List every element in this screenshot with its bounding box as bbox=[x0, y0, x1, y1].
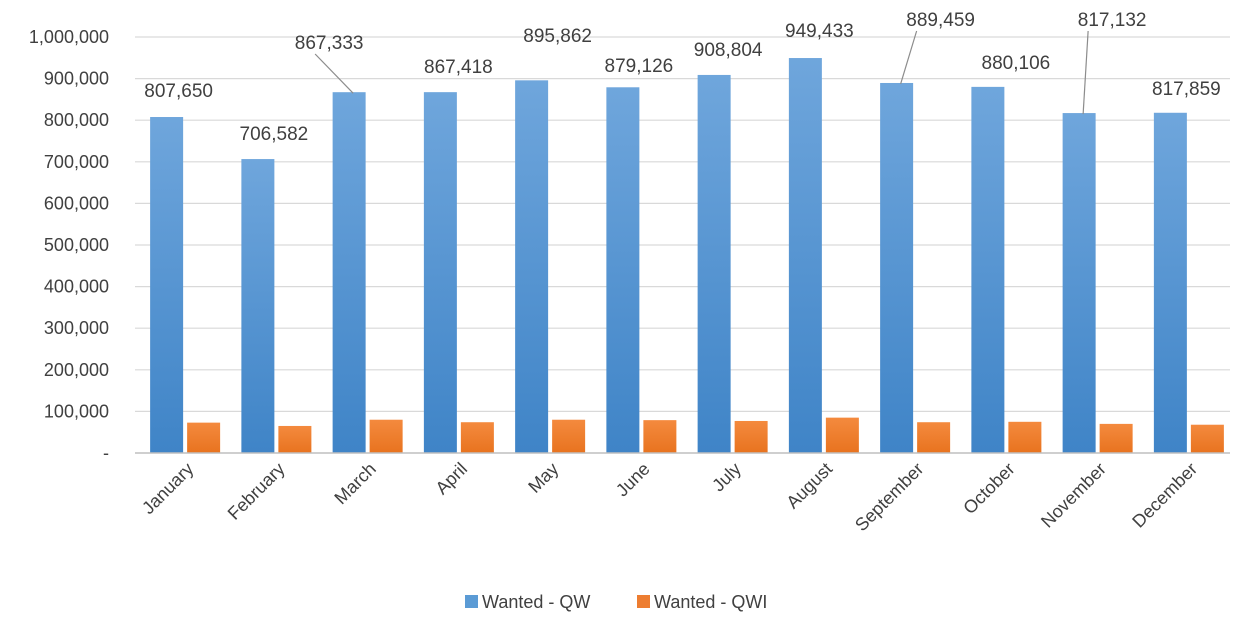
bar-wanted-qw-august bbox=[788, 58, 822, 453]
y-tick-label: - bbox=[103, 443, 109, 463]
leader-line bbox=[314, 53, 354, 94]
data-label-december: 817,859 bbox=[1152, 79, 1221, 100]
bar-wanted-qwi-april bbox=[460, 422, 494, 453]
y-tick-label: 900,000 bbox=[44, 69, 109, 89]
bar-wanted-qw-june bbox=[606, 87, 640, 454]
leader-line bbox=[900, 30, 918, 85]
bar-wanted-qwi-january bbox=[187, 422, 221, 453]
x-tick-label-march: March bbox=[330, 459, 380, 509]
bar-wanted-qwi-july bbox=[734, 420, 768, 453]
bar-wanted-qw-march bbox=[332, 92, 366, 454]
x-tick-label-december: December bbox=[1128, 459, 1201, 532]
legend-label-wanted-qwi: Wanted - QWI bbox=[654, 592, 767, 612]
data-label-august: 949,433 bbox=[785, 21, 854, 42]
y-tick-label: 700,000 bbox=[44, 152, 109, 172]
bar-wanted-qwi-november bbox=[1099, 423, 1133, 453]
leader-line bbox=[1082, 30, 1089, 115]
y-axis-tick-labels: - 100,000 200,000 300,000 400,000 500,000 600,… bbox=[29, 27, 109, 463]
x-tick-label-september: September bbox=[851, 459, 927, 535]
bar-wanted-qw-july bbox=[697, 74, 731, 454]
x-tick-label-august: August bbox=[782, 459, 836, 513]
data-label-november: 817,132 bbox=[1078, 10, 1147, 31]
bar-wanted-qw-september bbox=[880, 82, 914, 454]
legend-label-wanted-qw: Wanted - QW bbox=[482, 592, 590, 612]
y-tick-label: 500,000 bbox=[44, 235, 109, 255]
bar-wanted-qw-february bbox=[241, 159, 275, 453]
data-label-october: 880,106 bbox=[982, 53, 1051, 74]
bar-wanted-qwi-december bbox=[1190, 424, 1224, 453]
x-tick-label-may: May bbox=[524, 459, 562, 497]
gridlines bbox=[135, 36, 1230, 412]
bar-wanted-qwi-may bbox=[552, 419, 586, 453]
bar-wanted-qwi-october bbox=[1008, 421, 1042, 453]
bar-wanted-qw-may bbox=[515, 80, 549, 453]
x-tick-label-june: June bbox=[612, 459, 654, 501]
bar-wanted-qw-january bbox=[150, 117, 184, 453]
bar-wanted-qwi-september bbox=[917, 422, 951, 453]
bar-wanted-qw-november bbox=[1062, 113, 1096, 453]
bar-wanted-qw-december bbox=[1153, 112, 1187, 453]
bar-wanted-qwi-august bbox=[825, 417, 859, 453]
data-label-may: 895,862 bbox=[523, 26, 592, 47]
data-label-march: 867,333 bbox=[295, 33, 364, 54]
y-tick-label: 1,000,000 bbox=[29, 27, 109, 47]
bar-wanted-qw-april bbox=[423, 92, 457, 453]
x-tick-label-july: July bbox=[708, 459, 745, 496]
x-tick-label-february: February bbox=[224, 459, 289, 524]
x-tick-label-april: April bbox=[432, 459, 472, 499]
legend-swatch-wanted-qw bbox=[465, 595, 478, 608]
bar-wanted-qwi-february bbox=[278, 425, 312, 453]
data-label-april: 867,418 bbox=[424, 57, 493, 78]
y-tick-label: 200,000 bbox=[44, 360, 109, 380]
y-tick-label: 800,000 bbox=[44, 110, 109, 130]
data-label-september: 889,459 bbox=[906, 10, 975, 31]
data-label-july: 908,804 bbox=[694, 40, 763, 61]
data-labels: 807,650 706,582 867,333 867,418 895,862 879,1… bbox=[144, 10, 1220, 145]
x-axis-tick-labels: January February March April May June July Augu… bbox=[138, 459, 1201, 535]
y-tick-label: 300,000 bbox=[44, 318, 109, 338]
legend: Wanted - QW Wanted - QWI bbox=[465, 592, 767, 612]
y-tick-label: 400,000 bbox=[44, 277, 109, 297]
legend-swatch-wanted-qwi bbox=[637, 595, 650, 608]
bars bbox=[150, 58, 1224, 454]
x-tick-label-november: November bbox=[1037, 459, 1110, 532]
bar-wanted-qw-october bbox=[971, 86, 1005, 453]
data-label-february: 706,582 bbox=[240, 124, 309, 145]
data-label-june: 879,126 bbox=[605, 56, 674, 77]
y-tick-label: 600,000 bbox=[44, 193, 109, 213]
bar-wanted-qwi-march bbox=[369, 419, 403, 453]
x-tick-label-january: January bbox=[138, 459, 197, 518]
data-label-january: 807,650 bbox=[144, 81, 213, 102]
bar-wanted-qwi-june bbox=[643, 420, 677, 453]
x-tick-label-october: October bbox=[959, 459, 1018, 518]
y-tick-label: 100,000 bbox=[44, 401, 109, 421]
